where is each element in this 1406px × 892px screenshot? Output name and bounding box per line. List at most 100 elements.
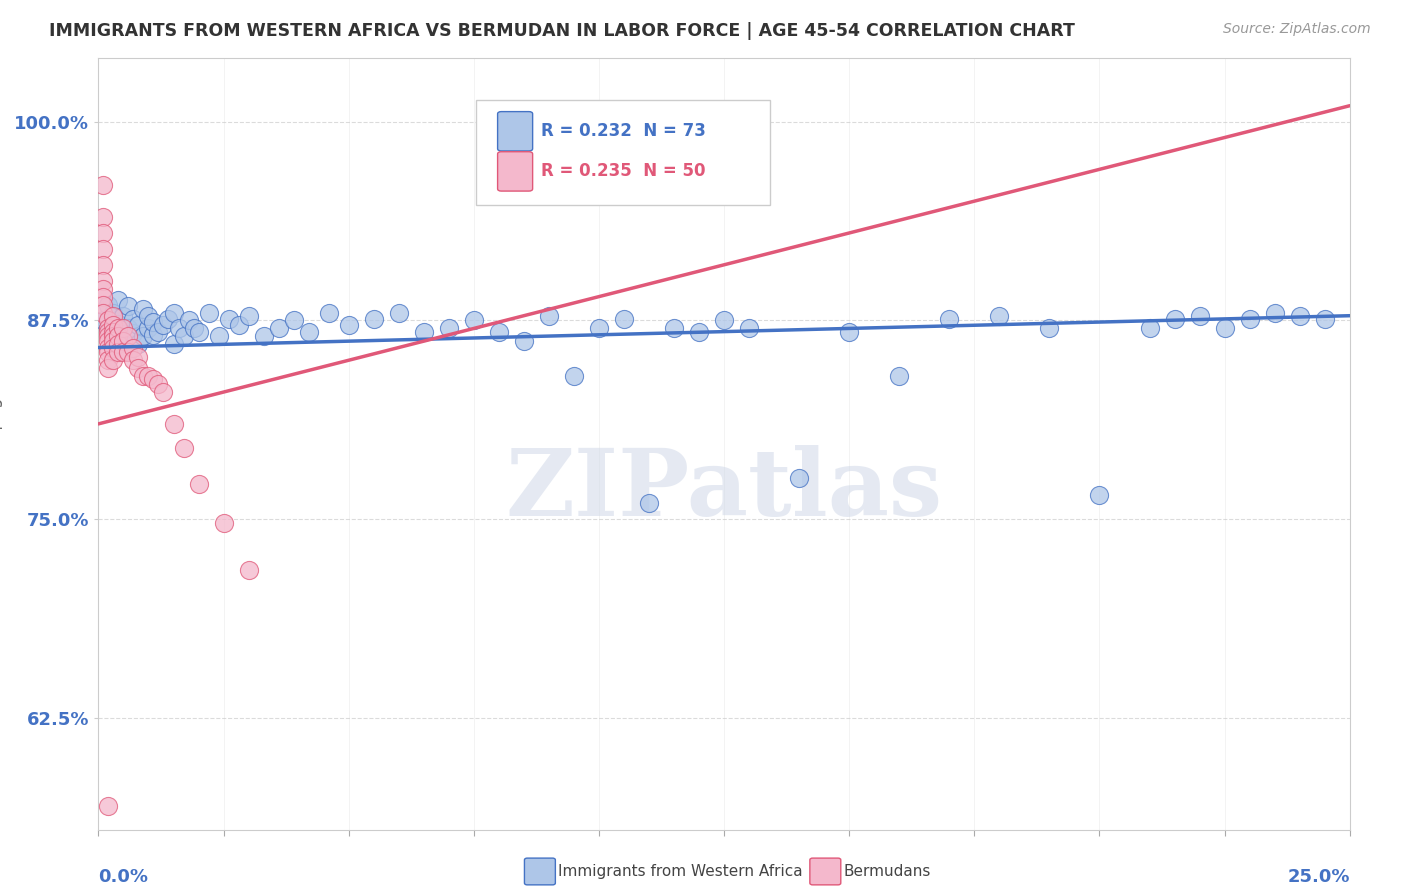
Text: Source: ZipAtlas.com: Source: ZipAtlas.com: [1223, 22, 1371, 37]
Point: [157, 311, 180, 326]
Point: [318, 305, 340, 319]
Point: [97, 321, 120, 335]
Point: [588, 321, 610, 335]
Point: [1188, 309, 1211, 323]
Point: [103, 318, 125, 333]
Point: [463, 313, 485, 327]
Point: [97, 321, 120, 335]
Point: [122, 311, 145, 326]
Text: R = 0.232  N = 73: R = 0.232 N = 73: [541, 122, 706, 140]
Point: [1088, 488, 1111, 502]
Point: [1288, 309, 1310, 323]
Point: [187, 477, 209, 491]
Point: [138, 309, 160, 323]
Point: [117, 299, 139, 313]
Point: [127, 361, 149, 376]
Point: [93, 313, 115, 327]
Point: [488, 325, 510, 339]
Point: [938, 311, 960, 326]
Point: [412, 325, 434, 339]
FancyBboxPatch shape: [498, 112, 533, 151]
Point: [267, 321, 290, 335]
Point: [197, 305, 219, 319]
FancyBboxPatch shape: [498, 152, 533, 191]
Point: [93, 290, 115, 304]
Point: [132, 369, 155, 384]
Point: [107, 337, 129, 351]
Text: ZIPatlas: ZIPatlas: [506, 445, 942, 535]
Point: [97, 353, 120, 368]
Point: [662, 321, 685, 335]
Point: [838, 325, 860, 339]
Point: [388, 305, 411, 319]
Point: [103, 341, 125, 355]
Point: [93, 242, 115, 256]
Point: [103, 334, 125, 348]
Point: [127, 350, 149, 364]
Point: [713, 313, 735, 327]
Point: [97, 297, 120, 311]
Point: [513, 334, 536, 348]
Point: [117, 345, 139, 359]
Point: [112, 321, 135, 335]
Point: [1264, 305, 1286, 319]
Point: [142, 315, 165, 329]
Point: [93, 226, 115, 240]
Point: [103, 309, 125, 323]
Point: [437, 321, 460, 335]
Point: [889, 369, 911, 384]
Point: [183, 321, 205, 335]
Point: [107, 329, 129, 343]
Point: [1163, 311, 1185, 326]
Point: [127, 337, 149, 351]
Point: [112, 334, 135, 348]
Point: [1313, 311, 1336, 326]
Point: [97, 329, 120, 343]
Point: [97, 325, 120, 339]
Point: [162, 337, 184, 351]
Point: [152, 318, 174, 333]
Point: [107, 293, 129, 307]
Point: [187, 325, 209, 339]
Point: [103, 329, 125, 343]
Point: [103, 305, 125, 319]
Point: [162, 417, 184, 431]
Point: [638, 496, 661, 510]
Point: [218, 311, 240, 326]
Point: [107, 345, 129, 359]
Point: [337, 318, 360, 333]
Point: [152, 385, 174, 400]
Point: [97, 341, 120, 355]
Point: [173, 329, 195, 343]
Point: [173, 441, 195, 455]
Point: [207, 329, 229, 343]
Point: [112, 345, 135, 359]
Point: [1038, 321, 1060, 335]
Point: [787, 471, 810, 485]
Point: [132, 302, 155, 317]
Point: [988, 309, 1011, 323]
Point: [363, 311, 385, 326]
Point: [93, 274, 115, 288]
Point: [132, 329, 155, 343]
Point: [107, 317, 129, 331]
Point: [537, 309, 560, 323]
Point: [228, 318, 250, 333]
Point: [162, 305, 184, 319]
Point: [298, 325, 321, 339]
Point: [97, 334, 120, 348]
Point: [97, 345, 120, 359]
Point: [107, 321, 129, 335]
Point: [127, 318, 149, 333]
Text: Bermudans: Bermudans: [844, 864, 931, 879]
Text: Immigrants from Western Africa: Immigrants from Western Africa: [558, 864, 803, 879]
Point: [97, 361, 120, 376]
Point: [93, 210, 115, 224]
Point: [1139, 321, 1161, 335]
Text: IMMIGRANTS FROM WESTERN AFRICA VS BERMUDAN IN LABOR FORCE | AGE 45-54 CORRELATIO: IMMIGRANTS FROM WESTERN AFRICA VS BERMUD…: [49, 22, 1076, 40]
Point: [122, 326, 145, 341]
Point: [613, 311, 636, 326]
Point: [167, 321, 190, 335]
Point: [148, 377, 170, 392]
Point: [738, 321, 761, 335]
